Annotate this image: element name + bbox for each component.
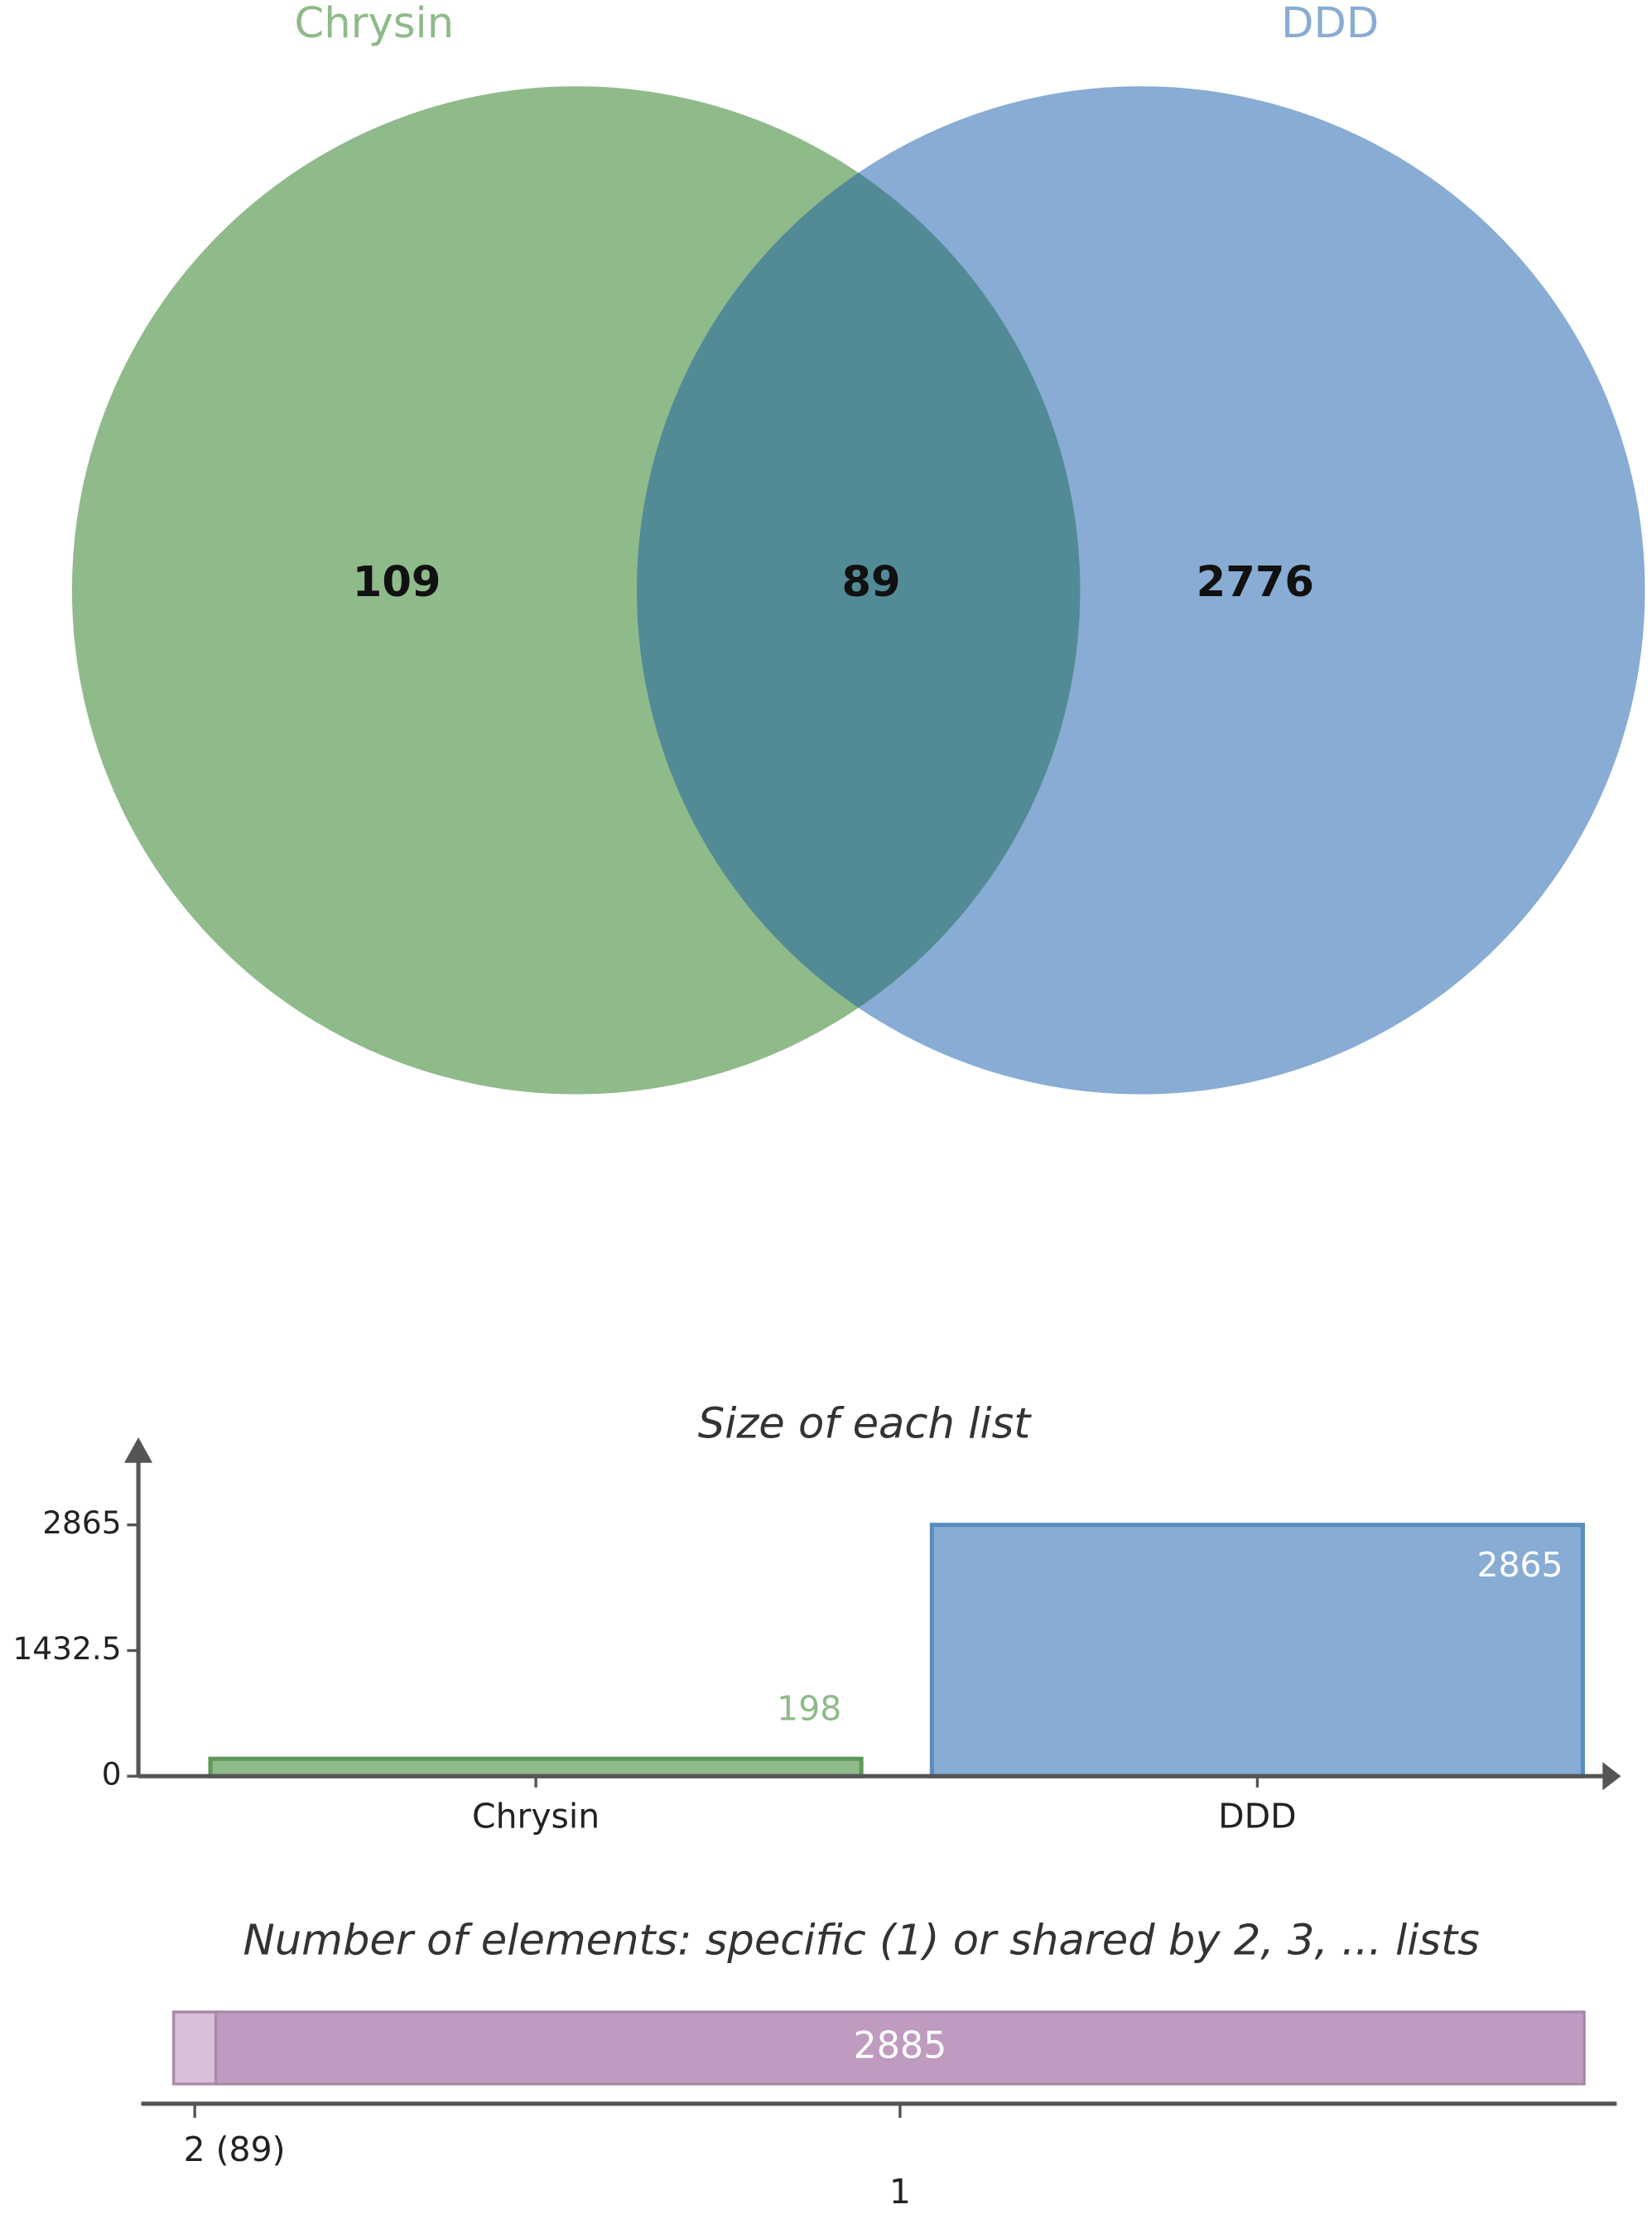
region-count: 109: [353, 558, 441, 607]
value-label: 2865: [1476, 1545, 1563, 1585]
value-label: 198: [777, 1688, 841, 1728]
set-label: DDD: [1281, 0, 1379, 48]
set-label: Chrysin: [295, 0, 455, 48]
x-tick-label: Chrysin: [472, 1796, 600, 1836]
region-count: 89: [841, 558, 900, 607]
bar: [929, 1523, 1586, 1778]
axis-arrow: [124, 1437, 153, 1463]
y-tick-label: 1432.5: [12, 1630, 121, 1667]
chart-title: Number of elements: specific (1) or shar…: [243, 1916, 1479, 1965]
value-label: 2885: [854, 2024, 947, 2067]
bar-segment: [214, 2010, 1586, 2086]
y-tick-label: 0: [102, 1756, 122, 1793]
x-tick-label: DDD: [1218, 1796, 1297, 1836]
x-tick-label: 2 (89): [184, 2130, 286, 2169]
venn-overlap: [637, 86, 1081, 1095]
x-tick-label: 1: [889, 2172, 911, 2212]
y-tick-label: 2865: [42, 1504, 121, 1541]
axis-arrow: [1602, 1762, 1621, 1791]
chart-title: Size of each list: [698, 1399, 1032, 1448]
bar-segment: [172, 2010, 218, 2086]
region-count: 2776: [1197, 558, 1314, 607]
bar: [208, 1756, 864, 1778]
